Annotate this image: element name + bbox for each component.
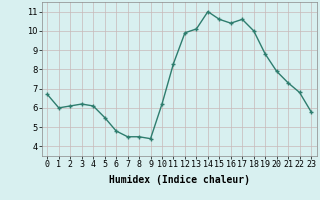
X-axis label: Humidex (Indice chaleur): Humidex (Indice chaleur) xyxy=(109,175,250,185)
